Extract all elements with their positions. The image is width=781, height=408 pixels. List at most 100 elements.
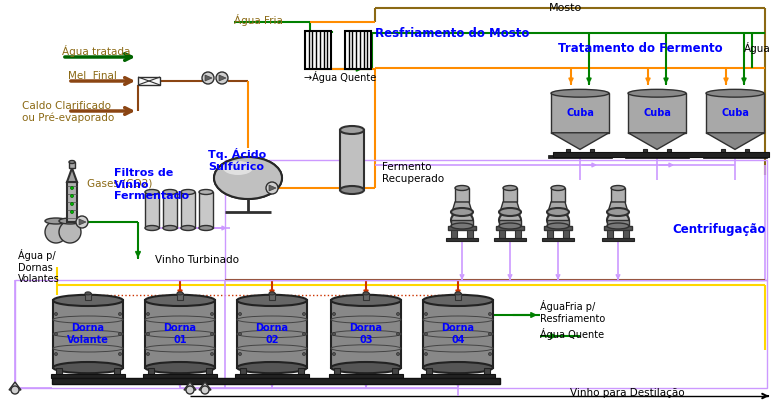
Circle shape: [119, 353, 122, 355]
Text: Vinho Turbinado: Vinho Turbinado: [155, 255, 239, 265]
Bar: [206, 368, 212, 374]
Bar: [235, 374, 309, 377]
Text: Água tratada: Água tratada: [62, 45, 130, 57]
Ellipse shape: [269, 292, 275, 295]
Bar: [607, 212, 629, 220]
Circle shape: [147, 313, 149, 315]
Text: ÁguaFria p/
Resfriamento: ÁguaFria p/ Resfriamento: [540, 300, 605, 324]
Ellipse shape: [59, 218, 81, 224]
Text: Filtros de
Vinho
Fermentado: Filtros de Vinho Fermentado: [114, 168, 189, 201]
Ellipse shape: [499, 212, 521, 228]
Text: Dorna
01: Dorna 01: [163, 323, 197, 345]
Circle shape: [211, 333, 213, 335]
Ellipse shape: [199, 189, 213, 195]
Bar: [563, 230, 569, 238]
Polygon shape: [551, 133, 609, 149]
Bar: [67, 182, 77, 222]
Polygon shape: [269, 185, 276, 191]
Circle shape: [488, 353, 491, 355]
Bar: [604, 226, 632, 230]
Bar: [145, 192, 159, 228]
Ellipse shape: [451, 212, 473, 228]
Ellipse shape: [223, 161, 253, 175]
Bar: [148, 368, 154, 374]
Bar: [15, 280, 767, 388]
Ellipse shape: [69, 160, 75, 164]
Ellipse shape: [611, 186, 625, 191]
Bar: [590, 149, 594, 155]
Text: Cuba: Cuba: [721, 108, 749, 118]
Bar: [56, 368, 62, 374]
Ellipse shape: [706, 89, 764, 97]
Bar: [329, 374, 403, 377]
Ellipse shape: [53, 295, 123, 306]
Circle shape: [425, 313, 427, 315]
Circle shape: [488, 333, 491, 335]
Circle shape: [70, 202, 73, 206]
Circle shape: [397, 333, 400, 335]
Ellipse shape: [363, 292, 369, 295]
Polygon shape: [205, 75, 212, 81]
Polygon shape: [500, 202, 520, 212]
Circle shape: [302, 353, 305, 355]
Bar: [145, 300, 215, 368]
Bar: [143, 374, 217, 377]
Bar: [499, 230, 505, 238]
Bar: [455, 293, 461, 300]
Ellipse shape: [455, 292, 461, 295]
Text: →Água Quente: →Água Quente: [304, 71, 376, 83]
Circle shape: [333, 353, 336, 355]
Bar: [181, 192, 195, 228]
Ellipse shape: [547, 212, 569, 228]
Bar: [496, 226, 524, 230]
Circle shape: [216, 72, 228, 84]
Text: Dorna
Volante: Dorna Volante: [67, 323, 109, 345]
Text: Dorna
02: Dorna 02: [255, 323, 288, 345]
Ellipse shape: [214, 157, 282, 199]
Circle shape: [76, 216, 88, 228]
Text: Tratamento do Fermento: Tratamento do Fermento: [558, 42, 722, 55]
Bar: [499, 220, 521, 226]
Bar: [163, 192, 177, 228]
Ellipse shape: [628, 89, 686, 97]
Bar: [446, 238, 478, 241]
Polygon shape: [9, 382, 21, 390]
Bar: [423, 300, 493, 368]
Bar: [644, 149, 647, 155]
Bar: [237, 300, 307, 368]
Circle shape: [55, 353, 58, 355]
Bar: [703, 155, 767, 157]
Circle shape: [211, 353, 213, 355]
Bar: [566, 149, 570, 155]
Text: Dorna
03: Dorna 03: [350, 323, 383, 345]
Text: Tq. Ácido
Sulfúrico: Tq. Ácido Sulfúrico: [208, 148, 266, 172]
Bar: [551, 93, 609, 133]
Circle shape: [333, 333, 336, 335]
Polygon shape: [548, 202, 568, 212]
Text: Água Quente: Água Quente: [540, 328, 604, 340]
Bar: [421, 374, 495, 377]
Ellipse shape: [451, 208, 473, 216]
Bar: [544, 226, 572, 230]
Bar: [53, 300, 123, 368]
Bar: [744, 149, 749, 155]
Polygon shape: [199, 382, 211, 390]
Circle shape: [202, 72, 214, 84]
Bar: [494, 238, 526, 241]
Ellipse shape: [499, 223, 521, 229]
Bar: [455, 188, 469, 202]
Bar: [547, 220, 569, 226]
Bar: [607, 220, 629, 226]
Circle shape: [302, 313, 305, 315]
Ellipse shape: [340, 186, 364, 194]
Text: Mosto: Mosto: [548, 3, 582, 13]
Polygon shape: [219, 75, 226, 81]
Ellipse shape: [145, 189, 159, 195]
Circle shape: [425, 353, 427, 355]
Bar: [553, 152, 769, 157]
Text: Gases (CO2): Gases (CO2): [87, 178, 152, 188]
Ellipse shape: [503, 186, 517, 191]
Ellipse shape: [214, 157, 282, 199]
Ellipse shape: [451, 223, 473, 229]
Bar: [240, 368, 246, 374]
